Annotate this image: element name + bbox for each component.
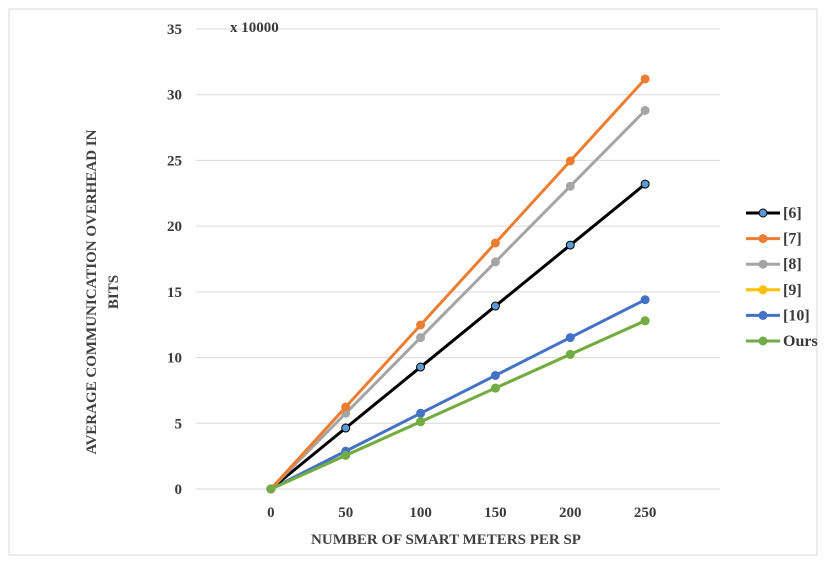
data-point [416, 320, 426, 330]
data-point [416, 408, 426, 418]
legend-label: [9] [783, 282, 802, 299]
legend-item: [7] [746, 231, 802, 248]
data-point [640, 179, 650, 189]
y-tick-label: 0 [175, 482, 183, 498]
y-tick-label: 15 [167, 285, 182, 301]
data-point [490, 370, 500, 380]
gridlines [196, 28, 720, 490]
series-line [269, 298, 647, 491]
x-axis-title: NUMBER OF SMART METERS PER SP [311, 532, 581, 548]
data-point [640, 295, 650, 305]
data-point [341, 450, 351, 460]
data-point [565, 333, 575, 343]
legend-item: [10] [746, 307, 810, 324]
data-point [565, 181, 575, 191]
data-point [490, 257, 500, 267]
data-point [266, 484, 276, 494]
data-point [565, 156, 575, 166]
legend-item: [8] [746, 256, 802, 273]
series-line [269, 108, 647, 491]
legend: [6] [7] [8] [9] [10] Ours [746, 205, 818, 350]
legend-label: [6] [783, 205, 802, 222]
data-point [640, 105, 650, 115]
chart-border [8, 8, 818, 556]
legend-item: Ours [746, 333, 818, 350]
legend-swatch-marker [758, 310, 768, 320]
legend-item: [6] [746, 205, 802, 222]
y-tick-label: 10 [167, 351, 182, 367]
y-tick-label: 5 [175, 416, 183, 432]
y-tick-label: 20 [167, 219, 182, 235]
x-tick-label: 200 [559, 505, 582, 521]
series-line [269, 77, 647, 491]
x-tick-label: 150 [484, 505, 507, 521]
data-point [341, 402, 351, 412]
scale-note: x 10000 [230, 20, 279, 36]
data-point [490, 383, 500, 393]
data-point [341, 423, 351, 433]
y-axis-title: AVERAGE COMMUNICATION OVERHEAD IN BITS [84, 129, 122, 454]
legend-label: [7] [783, 231, 802, 248]
y-tick-label: 35 [167, 22, 182, 38]
y-axis-title-line-1: AVERAGE COMMUNICATION OVERHEAD IN [84, 129, 100, 454]
legend-swatch-marker [758, 285, 768, 295]
x-axis-ticks: 0 50 100 150 200 250 [267, 505, 656, 521]
legend-label: [8] [783, 256, 802, 273]
y-tick-label: 30 [167, 88, 182, 104]
series-lines [266, 74, 650, 494]
series-line [269, 319, 647, 491]
series-line [269, 182, 647, 491]
data-point [490, 238, 500, 248]
x-tick-label: 100 [409, 505, 432, 521]
legend-swatch-marker [758, 234, 768, 244]
legend-swatch-marker [758, 259, 768, 269]
data-point [565, 349, 575, 359]
data-point [565, 240, 575, 250]
x-tick-label: 0 [267, 505, 275, 521]
y-axis-title-line-2: BITS [106, 275, 122, 309]
data-point [416, 333, 426, 343]
data-point [490, 301, 500, 311]
legend-item: [9] [746, 282, 802, 299]
data-point [416, 362, 426, 372]
legend-label: Ours [783, 333, 818, 350]
data-point [640, 316, 650, 326]
data-point [640, 74, 650, 84]
x-tick-label: 50 [338, 505, 353, 521]
legend-label: [10] [783, 307, 810, 324]
data-point [416, 417, 426, 427]
y-tick-label: 25 [167, 153, 182, 169]
legend-swatch-marker [758, 208, 768, 218]
x-tick-label: 250 [634, 505, 657, 521]
legend-swatch-marker [758, 336, 768, 346]
y-axis-ticks: 0 5 10 15 20 25 30 35 [167, 22, 182, 498]
